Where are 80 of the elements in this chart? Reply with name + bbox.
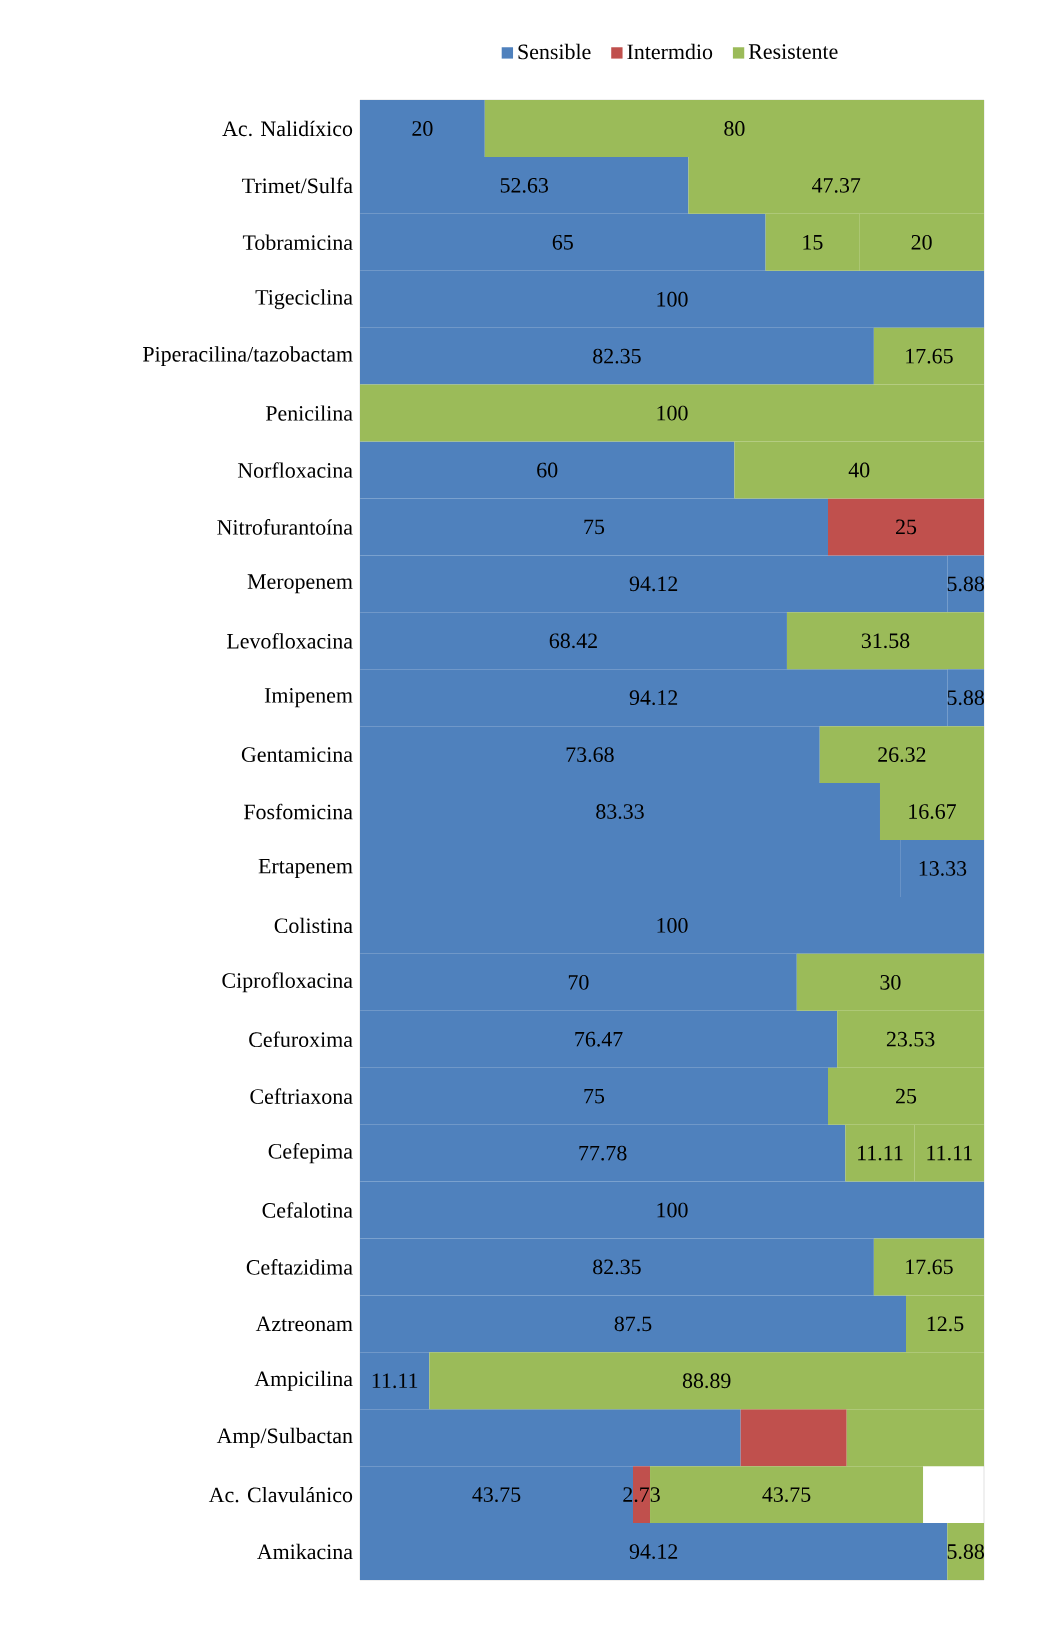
data-label: 60 [537,462,558,478]
data-label: 23.53 [886,1031,935,1047]
y-tick-label: Trimet/Sulfa [242,177,353,194]
y-tick-label: Piperacilina/tazobactam [143,346,353,367]
data-label: 75 [584,519,605,535]
data-label: 76.47 [575,1031,623,1047]
y-tick-label: Cefuroxima [249,1031,353,1048]
data-label: 26.32 [878,747,926,763]
bar [786,612,984,670]
data-label: 25 [896,519,917,535]
y-tick-label: Fosfomicina [244,803,353,820]
y-tick-label: Ertapenem [258,858,353,878]
data-label: 94.12 [629,1544,678,1559]
y-tick-label: Meropenem [247,574,353,594]
data-label: 20 [412,121,433,136]
y-tick-label: Cefalotina [262,1202,353,1218]
data-label: 17.65 [906,1259,953,1275]
data-label: 73.68 [566,747,614,763]
data-label: 30 [880,974,901,990]
data-label: 20 [911,234,932,250]
data-label: 5.88 [947,1544,984,1559]
y-tick-label: Levofloxacina [227,632,353,649]
data-label: 94.12 [629,690,678,706]
data-label: 5.88 [947,690,984,706]
data-label: 83.33 [596,804,644,819]
y-tick-label: Amp/Sulbactan [216,1427,353,1448]
y-tick-label: Imipenem [264,688,353,708]
legend-label: Resistente [748,44,838,59]
bar [828,498,984,556]
data-label: 11.11 [372,1373,418,1389]
data-label: 52.63 [500,177,548,193]
y-tick-label: Gentamicina [241,747,353,762]
bar [740,1409,847,1467]
legend-label: Intermdio [627,43,713,60]
data-label: 87.5 [614,1316,652,1332]
data-label: 75 [584,1088,605,1104]
y-tick-label: Norfloxacina [237,462,353,478]
data-label: 15 [803,234,823,250]
y-tick-label: Cefepima [268,1143,353,1164]
y-tick-label: Tigeciclina [255,289,353,310]
y-tick-label: Penicilina [265,405,353,421]
data-label: 12.5 [927,1316,964,1332]
y-tick-label: Ac. Nalidíxico [222,120,353,137]
data-label: 80 [724,121,745,136]
data-label: 13.33 [919,861,967,876]
y-tick-label: Colistina [274,917,353,934]
data-label: 43.75 [762,1487,811,1503]
data-label: 77.78 [579,1145,627,1161]
data-label: 17.65 [906,348,953,364]
data-label: 100 [657,918,688,933]
data-label: 43.75 [472,1487,521,1503]
data-label: 65 [552,234,573,250]
data-label: 70 [568,974,589,990]
y-tick-label: Nitrofurantoína [217,519,353,535]
data-label: 40 [848,462,870,478]
data-label: 5.88 [947,576,984,592]
data-label: 82.35 [593,348,641,364]
data-label: 100 [657,291,688,307]
data-label: 11.11 [858,1145,903,1161]
data-label: 47.37 [811,177,861,193]
legend-label: Sensible [518,43,591,60]
y-tick-label: Amikacina [257,1543,353,1560]
y-tick-label: Aztreonam [255,1316,353,1332]
data-label: 11.11 [927,1145,972,1161]
y-tick-label: Ampicilina [254,1370,353,1391]
y-tick-label: Tobramicina [242,234,353,251]
y-tick-label: Ac. Clavulánico [208,1486,353,1503]
data-label: 25 [896,1088,917,1104]
y-tick-label: Ceftazidima [246,1259,353,1275]
data-label: 94.12 [629,576,678,592]
data-label: 82.35 [593,1259,641,1275]
y-tick-label: Ciprofloxacina [222,972,353,993]
y-tick-label: Ceftriaxona [250,1088,353,1104]
data-label: 88.89 [682,1373,731,1389]
bar [947,1523,984,1581]
data-label: 100 [657,1202,688,1218]
data-label: 16.67 [909,804,956,819]
data-label: 68.42 [549,633,597,649]
data-label: 31.58 [861,633,910,649]
data-label: 100 [657,405,688,421]
